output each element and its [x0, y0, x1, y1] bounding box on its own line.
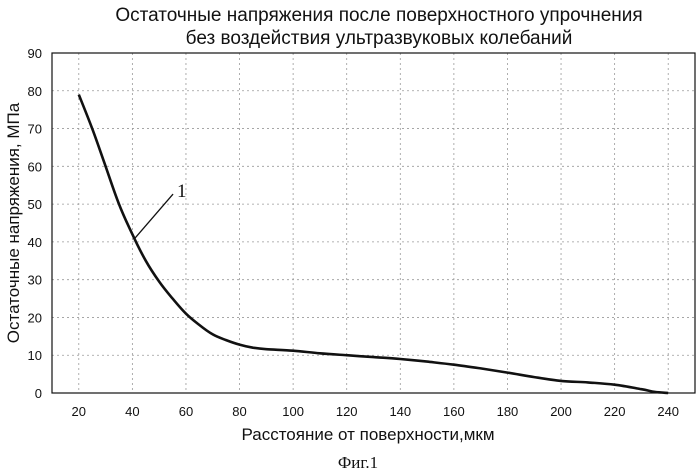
x-tick-label: 40 — [125, 404, 139, 419]
x-tick-label: 240 — [657, 404, 679, 419]
annotation-leader — [135, 194, 173, 238]
figure-caption: Фиг.1 — [338, 453, 378, 472]
x-axis-ticks: 20 40 60 80 100 120 140 160 180 200 220 240 — [72, 404, 680, 419]
annotation-layer: 1 — [135, 181, 187, 238]
x-tick-label: 140 — [389, 404, 411, 419]
x-tick-label: 100 — [282, 404, 304, 419]
x-tick-label: 20 — [72, 404, 86, 419]
y-axis-ticks: 0 10 20 30 40 50 60 70 80 90 — [28, 46, 42, 401]
y-tick-label: 70 — [28, 122, 42, 137]
chart-title: Остаточные напряжения после поверхностно… — [115, 5, 642, 26]
x-axis-label: Расстояние от поверхности,мкм — [241, 425, 494, 444]
x-tick-label: 220 — [604, 404, 626, 419]
y-tick-label: 20 — [28, 310, 42, 325]
y-tick-label: 50 — [28, 197, 42, 212]
y-tick-label: 60 — [28, 159, 42, 174]
y-tick-label: 0 — [35, 386, 42, 401]
series-layer — [79, 95, 668, 393]
x-tick-label: 80 — [232, 404, 246, 419]
chart-subtitle: без воздействия ультразвуковых колебаний — [186, 28, 573, 49]
y-tick-label: 10 — [28, 348, 42, 363]
series-line — [79, 95, 668, 393]
annotation-label: 1 — [177, 181, 187, 202]
y-axis-label: Остаточные напряжения, МПа — [4, 102, 23, 343]
x-tick-label: 200 — [550, 404, 572, 419]
y-tick-label: 80 — [28, 84, 42, 99]
y-tick-label: 40 — [28, 235, 42, 250]
y-tick-label: 30 — [28, 273, 42, 288]
y-tick-label: 90 — [28, 46, 42, 61]
x-tick-label: 180 — [497, 404, 519, 419]
x-tick-label: 120 — [336, 404, 358, 419]
x-tick-label: 60 — [179, 404, 193, 419]
x-tick-label: 160 — [443, 404, 465, 419]
